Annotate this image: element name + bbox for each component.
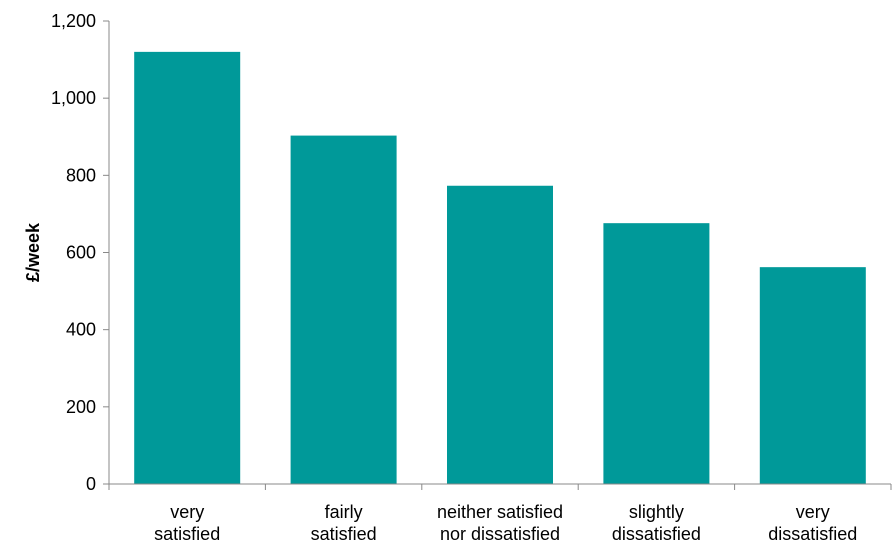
y-axis-title: £/week — [23, 222, 43, 282]
x-category-label: very satisfied — [154, 502, 220, 544]
bar — [603, 223, 710, 484]
y-tick-label: 0 — [86, 474, 96, 494]
bar — [290, 135, 397, 484]
x-category-label: very dissatisfied — [768, 502, 857, 544]
y-tick-label: 600 — [66, 243, 96, 263]
bar — [134, 51, 241, 484]
category-labels-group: very satisfied fairly satisfied neither sati… — [154, 502, 857, 544]
x-ticks-group — [108, 484, 892, 490]
y-tick-label: 200 — [66, 397, 96, 417]
y-tick-label: 400 — [66, 320, 96, 340]
y-tick-label: 1,200 — [51, 11, 96, 31]
y-tick-label: 1,000 — [51, 88, 96, 108]
y-ticks-group: 0 200 400 600 800 1,000 1,200 — [51, 11, 109, 494]
x-category-label: neither satisfied nor dissatisfied — [437, 502, 563, 544]
x-category-label: slightly dissatisfied — [612, 502, 701, 544]
x-category-label: fairly satisfied — [311, 502, 377, 544]
bars-group — [134, 51, 866, 484]
bar — [759, 267, 866, 484]
bar — [447, 185, 553, 484]
y-tick-label: 800 — [66, 165, 96, 185]
